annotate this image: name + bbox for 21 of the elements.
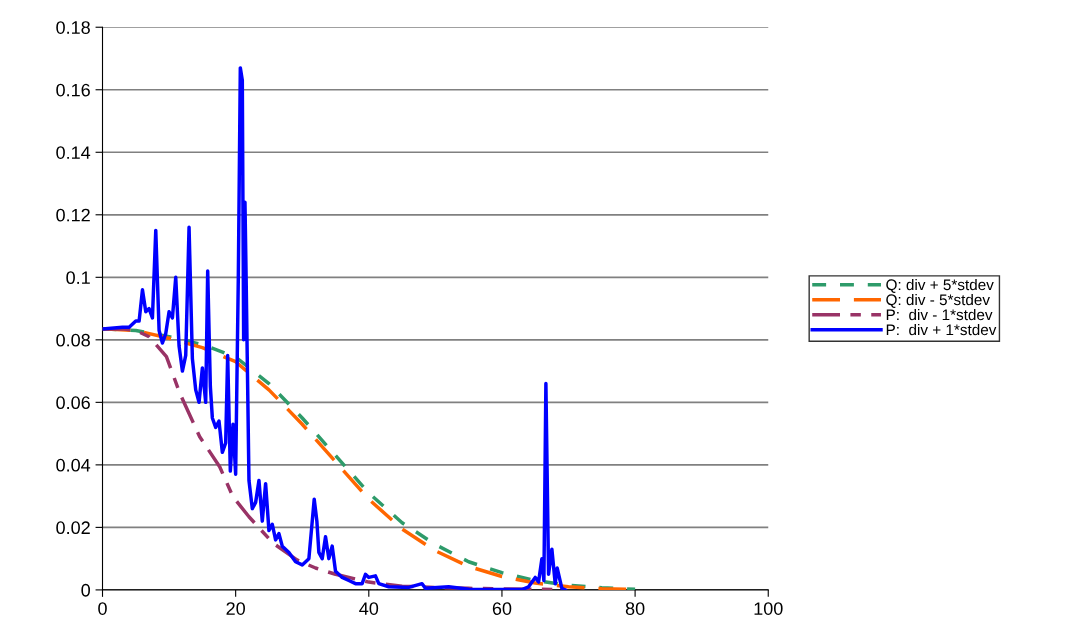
x-tick-label: 100	[754, 602, 783, 615]
y-tick-label: 0.02	[56, 521, 90, 535]
legend-label: Q: div + 5*stdev	[886, 278, 994, 293]
legend-label: P: div + 1*stdev	[886, 323, 997, 336]
y-tick-label: 0.06	[56, 396, 90, 410]
y-tick-label: 0.1	[66, 271, 90, 285]
y-tick-label: 0	[81, 583, 90, 597]
legend-label: P: div - 1*stdev	[886, 308, 993, 321]
y-tick-label: 0.08	[56, 333, 90, 347]
x-tick-label: 0	[98, 602, 107, 615]
y-tick-label: 0.04	[56, 458, 91, 472]
x-tick-label: 60	[492, 602, 512, 615]
y-tick-label: 0.16	[56, 83, 90, 97]
y-tick-label: 0.14	[56, 146, 91, 159]
legend-label: Q: div - 5*stdev	[886, 293, 990, 308]
y-tick-label: 0.12	[56, 208, 90, 222]
y-tick-label: 0.18	[56, 21, 90, 34]
x-tick-label: 20	[226, 602, 245, 615]
x-tick-label: 40	[359, 602, 379, 615]
x-tick-label: 80	[625, 602, 645, 615]
line-series	[102, 66, 567, 590]
